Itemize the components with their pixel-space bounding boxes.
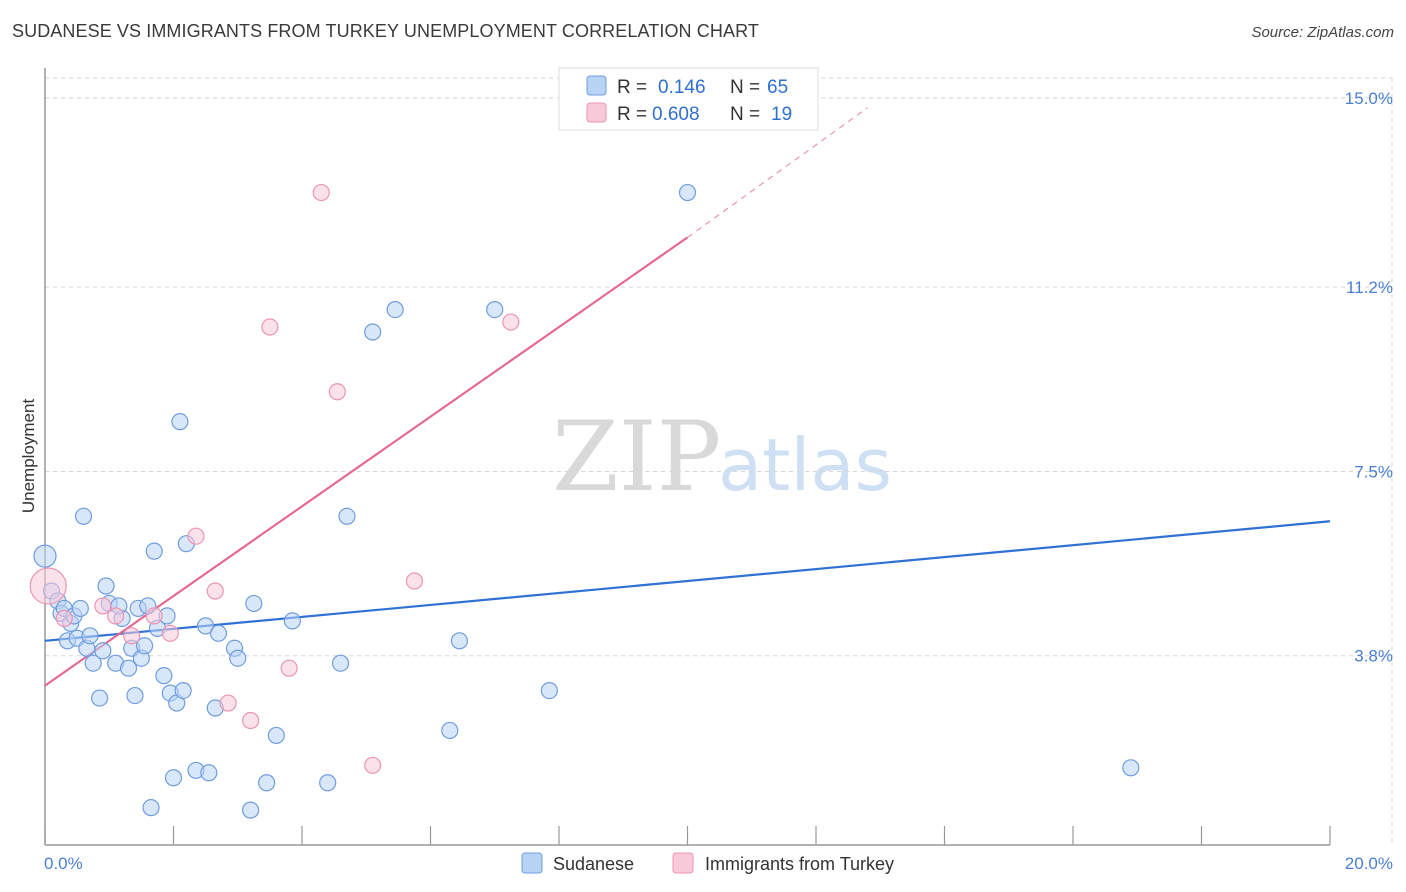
turkey-point xyxy=(502,313,520,331)
turkey-trend-extension xyxy=(687,107,868,238)
legend-r-label-2: R = xyxy=(617,104,647,125)
turkey-point xyxy=(145,607,163,625)
sudanese-point xyxy=(1122,759,1140,777)
sudanese-point xyxy=(338,507,356,525)
source-credit: Source: ZipAtlas.com xyxy=(1251,24,1394,41)
sudanese-point xyxy=(155,667,173,685)
legend-swatch-turkey xyxy=(586,102,607,123)
sudanese-point xyxy=(242,801,260,819)
sudanese-point xyxy=(74,507,93,525)
sudanese-point xyxy=(200,764,218,782)
sudanese-point xyxy=(91,689,109,707)
turkey-point xyxy=(219,694,237,712)
sudanese-point xyxy=(71,599,89,618)
y-tick-label: 3.8% xyxy=(1354,647,1393,666)
bottom-legend-turkey: Immigrants from Turkey xyxy=(705,854,894,874)
turkey-point xyxy=(107,607,125,625)
sudanese-point xyxy=(283,612,301,630)
sudanese-point xyxy=(164,769,183,787)
y-tick-label: 11.2% xyxy=(1346,278,1393,297)
sudanese-point xyxy=(84,654,102,672)
sudanese-point xyxy=(209,624,228,642)
turkey-point xyxy=(280,659,298,677)
sudanese-point xyxy=(81,627,99,645)
turkey-point xyxy=(206,582,224,600)
y-tick-label: 7.5% xyxy=(1354,462,1393,481)
turkey-point xyxy=(161,624,179,642)
sudanese-point xyxy=(364,323,382,341)
sudanese-point xyxy=(540,682,558,700)
sudanese-point xyxy=(197,617,215,635)
sudanese-points xyxy=(33,183,1140,819)
tick-labels: 3.8% 7.5% 11.2% 15.0% 0.0% 20.0% xyxy=(44,89,1393,873)
sudanese-point xyxy=(135,637,154,655)
legend-n-label-2: N = xyxy=(730,104,760,125)
turkey-point xyxy=(261,318,279,336)
sudanese-point xyxy=(245,594,263,613)
sudanese-point xyxy=(331,654,350,672)
sudanese-trend-line xyxy=(44,520,1331,642)
legend-r-value-1: 0.146 xyxy=(658,77,706,98)
sudanese-point xyxy=(678,183,697,202)
bottom-legend-swatch-sudanese xyxy=(521,852,543,874)
x-tick-label-min: 0.0% xyxy=(44,854,83,873)
turkey-point xyxy=(29,567,67,605)
series-legend: Sudanese Immigrants from Turkey xyxy=(521,852,894,874)
sudanese-point xyxy=(386,300,404,319)
legend-swatch-sudanese xyxy=(586,75,607,96)
legend-n-value-2: 19 xyxy=(771,104,792,125)
watermark-zip: ZIP xyxy=(552,401,721,513)
sudanese-point xyxy=(119,659,138,677)
sudanese-point xyxy=(33,544,57,568)
turkey-point xyxy=(242,711,260,730)
turkey-point xyxy=(123,627,141,645)
x-tick-label-max: 20.0% xyxy=(1345,854,1393,873)
legend-r-label-1: R = xyxy=(617,77,647,98)
y-axis-title: Unemployment xyxy=(19,399,38,514)
sudanese-point xyxy=(486,300,504,319)
sudanese-point xyxy=(174,682,192,700)
legend-n-value-1: 65 xyxy=(767,77,788,98)
sudanese-point xyxy=(258,774,276,792)
sudanese-point xyxy=(171,413,189,431)
sudanese-point xyxy=(229,649,247,667)
turkey-point xyxy=(328,383,346,401)
turkey-point xyxy=(312,183,330,202)
sudanese-point xyxy=(319,774,337,792)
legend-r-value-2: 0.608 xyxy=(652,104,700,125)
turkey-points xyxy=(29,183,520,774)
turkey-point xyxy=(94,597,112,615)
bottom-legend-sudanese: Sudanese xyxy=(553,854,634,874)
legend-n-label-1: N = xyxy=(730,77,760,98)
bottom-legend-swatch-turkey xyxy=(672,852,694,874)
turkey-point xyxy=(405,572,424,590)
correlation-legend: R = 0.146 N = 65 R = 0.608 N = 19 xyxy=(558,67,819,131)
turkey-point xyxy=(364,756,382,774)
sudanese-point xyxy=(97,577,115,595)
sudanese-point xyxy=(450,632,469,650)
axes xyxy=(44,68,1331,846)
y-tick-label: 15.0% xyxy=(1345,89,1393,108)
sudanese-point xyxy=(441,721,459,740)
watermark-atlas: atlas xyxy=(718,423,892,507)
sudanese-point xyxy=(145,542,163,560)
sudanese-point xyxy=(126,686,144,705)
sudanese-point xyxy=(267,726,285,745)
turkey-point xyxy=(55,609,73,627)
sudanese-point xyxy=(142,799,160,817)
sudanese-point xyxy=(94,642,112,660)
turkey-point xyxy=(187,527,205,545)
chart-title: SUDANESE VS IMMIGRANTS FROM TURKEY UNEMP… xyxy=(12,21,759,41)
